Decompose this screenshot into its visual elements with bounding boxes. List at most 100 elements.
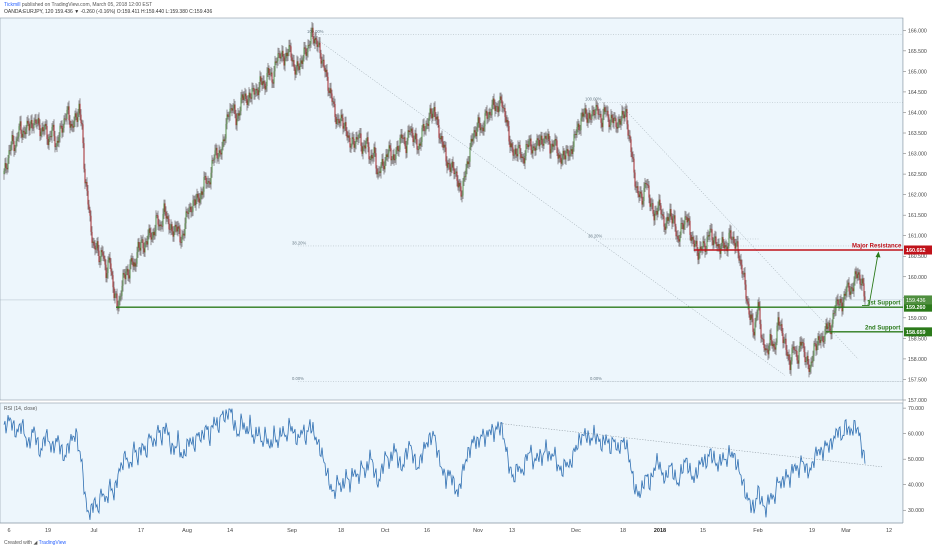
candle-body [165, 211, 167, 219]
candle-body [628, 135, 630, 136]
candle-body [843, 293, 845, 302]
candle-body [31, 120, 33, 128]
candle-body [585, 108, 587, 114]
candle-body [586, 113, 588, 123]
candle-body [771, 339, 773, 347]
candle-body [275, 61, 277, 63]
candle-body [617, 122, 619, 129]
candle-body [781, 324, 783, 334]
candle-body [157, 215, 159, 225]
candle-body [413, 139, 415, 143]
x-tick-label: 16 [424, 528, 430, 534]
candle-body [114, 293, 116, 298]
candle-body [621, 110, 623, 121]
candle-body [795, 350, 797, 352]
candle-body [230, 108, 232, 109]
candle-body [294, 67, 296, 75]
candle-body [334, 103, 336, 117]
candle-body [794, 349, 796, 351]
candle-body [519, 144, 521, 154]
candle-body [668, 217, 670, 221]
candle-body [858, 272, 860, 275]
candle-body [495, 106, 497, 111]
candle-body [640, 191, 642, 194]
x-tick-label: 19 [809, 528, 815, 534]
candle-body [89, 209, 91, 216]
candle-body [225, 123, 227, 139]
rsi-title: RSI (14, close) [4, 406, 37, 412]
candle-body [205, 176, 207, 184]
candle-body [571, 149, 573, 154]
candle-body [765, 348, 767, 351]
candle-body [742, 273, 744, 275]
candle-body [44, 123, 46, 130]
candle-body [307, 44, 309, 53]
author-link[interactable]: Tickmill [4, 2, 21, 8]
candle-body [827, 326, 829, 329]
x-tick-label: Jul [90, 528, 97, 534]
candle-body [846, 284, 848, 293]
trendline-diagonal [312, 36, 786, 376]
candle-body [184, 223, 186, 236]
candle-body [689, 220, 691, 235]
candle-body [358, 133, 360, 139]
candle-body [555, 138, 557, 141]
candle-body [545, 135, 547, 140]
candle-body [359, 133, 361, 135]
candle-body [647, 184, 649, 186]
candle-body [746, 298, 748, 302]
candle-body [370, 154, 372, 160]
candle-body [648, 185, 650, 198]
candle-body [300, 60, 302, 64]
candle-body [107, 260, 109, 274]
footer-brand[interactable]: TradingView [38, 540, 67, 546]
candle-body [19, 121, 21, 127]
candle-body [459, 182, 461, 187]
candle-body [646, 183, 648, 185]
candle-body [129, 264, 131, 279]
candle-body [159, 224, 161, 227]
candle-body [510, 143, 512, 148]
candle-body [440, 135, 442, 140]
candle-body [694, 243, 696, 247]
price-tick-label: 162.000 [908, 193, 927, 199]
candle-body [439, 137, 441, 140]
candle-body [203, 176, 205, 192]
candle-body [837, 299, 839, 305]
x-tick-label: 6 [7, 528, 10, 534]
candle-body [489, 111, 491, 115]
candle-body [368, 146, 370, 160]
candle-body [356, 137, 358, 140]
candle-body [206, 183, 208, 184]
candle-body [187, 212, 189, 214]
candle-body [613, 117, 615, 124]
candle-body [562, 150, 564, 160]
fib-level-label: 100.00% [585, 97, 602, 102]
first-support-label: 1st Support [867, 301, 900, 307]
candle-body [16, 138, 18, 142]
candle-body [514, 148, 516, 155]
candle-body [534, 147, 536, 151]
candle-body [57, 140, 59, 143]
candle-body [415, 133, 417, 140]
candle-body [82, 124, 84, 144]
candle-body [782, 333, 784, 344]
candle-body [526, 144, 528, 145]
candle-body [840, 298, 842, 303]
candle-body [462, 180, 464, 196]
candle-body [411, 128, 413, 133]
candle-body [618, 119, 620, 123]
candle-body [629, 135, 631, 140]
candle-body [854, 271, 856, 282]
candle-body [684, 216, 686, 225]
candle-body [536, 138, 538, 147]
candle-body [118, 300, 120, 309]
candle-body [154, 230, 156, 236]
candle-body [343, 126, 345, 129]
candle-body [479, 123, 481, 131]
candle-body [470, 138, 472, 148]
price-tick-label: 157.500 [908, 377, 927, 383]
candle-body [560, 157, 562, 164]
candle-body [281, 50, 283, 58]
